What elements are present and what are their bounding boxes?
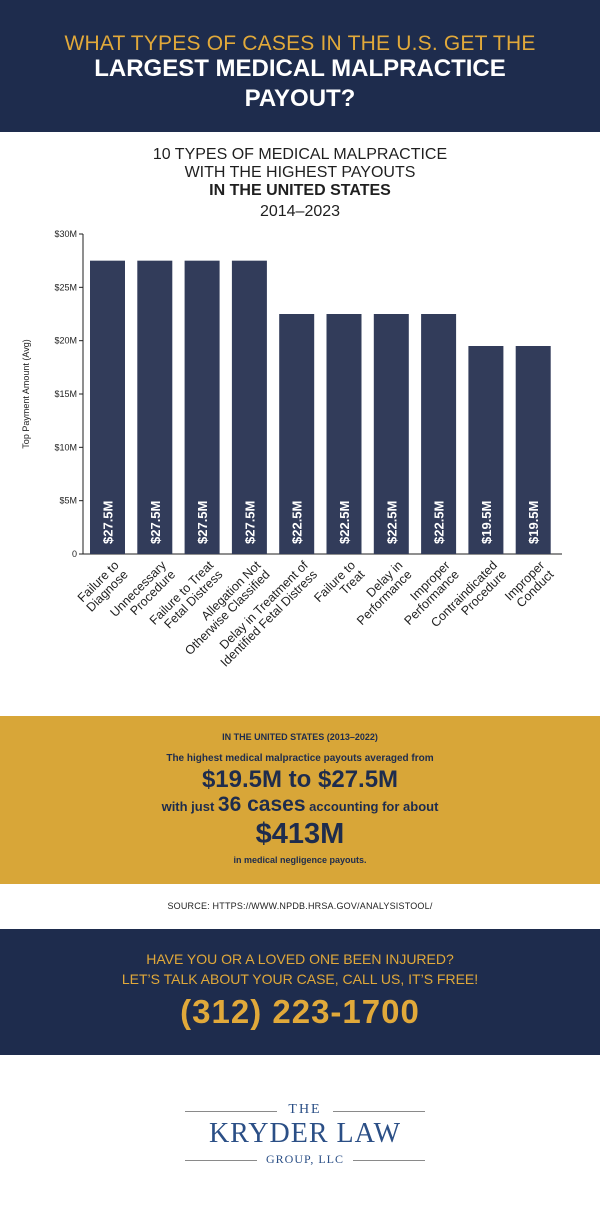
y-axis-label: Top Payment Amount (Avg) (21, 339, 31, 448)
bar (373, 314, 409, 554)
stats-outro: in medical negligence payouts. (233, 855, 367, 865)
y-tick-label: $25M (54, 282, 77, 292)
cta-line-2: LET’S TALK ABOUT YOUR CASE, CALL US, IT’… (121, 971, 479, 987)
stats-cases-number: 36 cases (217, 793, 306, 816)
logo-rule-bottom-left (185, 1160, 257, 1161)
cta-phone[interactable]: (312) 223-1700 (180, 993, 420, 1030)
stats-range: $19.5M to $27.5M (201, 766, 399, 793)
source-citation: SOURCE: HTTPS://WWW.NPDB.HRSA.GOV/ANALYS… (167, 901, 433, 911)
y-tick-label: 0 (72, 549, 77, 559)
logo-name: KRYDER LAW (208, 1118, 402, 1149)
bar (468, 346, 504, 554)
bar (137, 260, 173, 554)
data-label: $22.5M (337, 501, 352, 544)
cta-line-1: HAVE YOU OR A LOVED ONE BEEN INJURED? (146, 951, 454, 967)
data-label: $22.5M (384, 501, 399, 544)
stats-cases-pre: with just (161, 799, 215, 814)
logo-sub: GROUP, LLC (265, 1152, 344, 1166)
y-tick-label: $30M (54, 229, 77, 239)
bar (184, 260, 220, 554)
bar (231, 260, 267, 554)
stats-cases-post: accounting for about (309, 799, 439, 814)
stats-heading: IN THE UNITED STATES (2013–2022) (222, 732, 378, 742)
data-label: $27.5M (148, 501, 163, 544)
chart-title-line-2: WITH THE HIGHEST PAYOUTS (184, 164, 416, 181)
bar (90, 260, 125, 554)
y-tick-label: $10M (54, 442, 77, 452)
chart-title-years: 2014–2023 (259, 203, 341, 220)
chart-title-line-1: 10 TYPES OF MEDICAL MALPRACTICE (152, 146, 448, 163)
logo-rule-top-left (185, 1111, 277, 1112)
cta-banner: HAVE YOU OR A LOVED ONE BEEN INJURED? LE… (0, 929, 600, 1055)
logo-rule-bottom-right (353, 1160, 425, 1161)
logo-the: THE (288, 1102, 322, 1117)
y-tick-label: $15M (54, 389, 77, 399)
bar (421, 314, 457, 554)
data-label: $22.5M (432, 501, 447, 544)
y-tick-label: $5M (59, 496, 77, 506)
header-line-1: WHAT TYPES OF CASES IN THE U.S. GET THE (64, 32, 536, 55)
bar (326, 314, 362, 554)
data-label: $27.5M (242, 501, 257, 544)
data-label: $27.5M (195, 501, 210, 544)
chart-title-line-3: IN THE UNITED STATES (209, 182, 391, 199)
data-label: $22.5M (290, 501, 305, 544)
data-label: $19.5M (479, 501, 494, 544)
data-label: $27.5M (101, 501, 116, 544)
logo-rule-top-right (333, 1111, 425, 1112)
bar (279, 314, 315, 554)
stats-total: $413M (255, 818, 345, 850)
y-tick-label: $20M (54, 336, 77, 346)
header-title: LARGEST MEDICAL MALPRACTICE PAYOUT? (94, 55, 506, 112)
firm-logo: THE KRYDER LAW GROUP, LLC (185, 1102, 425, 1168)
stats-panel: IN THE UNITED STATES (2013–2022) The hig… (0, 716, 600, 884)
header-banner: WHAT TYPES OF CASES IN THE U.S. GET THE … (0, 0, 600, 132)
bar (515, 346, 551, 554)
bar-chart: 0 $5M $10M $15M $20M $25M $30M Top Payment Amou… (21, 229, 562, 670)
stats-cases-line: with just 36 cases accounting for about (0, 794, 600, 818)
data-label: $19.5M (526, 501, 541, 544)
stats-intro: The highest medical malpractice payouts … (166, 753, 434, 764)
